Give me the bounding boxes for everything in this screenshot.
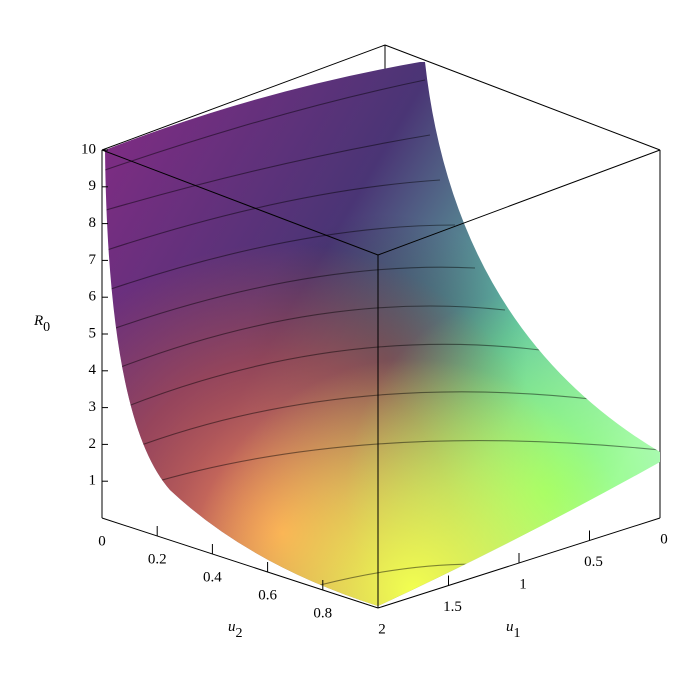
z-tick-label: 10 <box>81 141 96 157</box>
z-axis-label-base: R <box>33 313 43 329</box>
z-tick-label: 7 <box>89 252 97 268</box>
z-axis-label-sub: 0 <box>43 320 50 335</box>
u2-tick-label: 0.8 <box>313 605 332 621</box>
box-edge <box>101 44 386 151</box>
z-tick-label: 3 <box>89 399 97 415</box>
u1-tick-label: 1 <box>519 576 527 592</box>
z-tick-label: 9 <box>89 178 97 194</box>
box-edge <box>384 44 661 151</box>
z-tick-label: 1 <box>89 473 97 489</box>
box-edge <box>101 149 379 256</box>
u2-tick-label: 0.4 <box>203 569 222 585</box>
u2-axis-label: u2 <box>228 619 243 641</box>
u2-tick-label: 0.6 <box>258 587 277 603</box>
box-edge <box>101 517 379 609</box>
box-edge <box>377 149 661 256</box>
z-tick-label: 6 <box>89 289 97 305</box>
u2-axis-label-sub: 2 <box>236 626 243 641</box>
z-tick-label: 5 <box>89 325 97 341</box>
u2-tick-label: 0.2 <box>148 551 167 567</box>
u1-tick-label: 1.5 <box>443 599 462 615</box>
z-tick-label: 2 <box>89 436 97 452</box>
z-tick-label: 4 <box>89 362 97 378</box>
surface <box>105 62 660 606</box>
z-axis-label: R0 <box>33 313 50 335</box>
u1-axis-label: u1 <box>506 619 521 641</box>
u1-axis-label-base: u <box>506 619 514 635</box>
z-tick-label: 8 <box>89 215 97 231</box>
u1-tick-label: 0.5 <box>584 554 603 570</box>
u2-tick-label: 0 <box>98 533 106 549</box>
u1-axis-label-sub: 1 <box>514 626 521 641</box>
u1-tick-label: 2 <box>378 621 386 637</box>
u1-tick-label: 0 <box>660 531 668 547</box>
u2-axis-label-base: u <box>228 619 236 635</box>
